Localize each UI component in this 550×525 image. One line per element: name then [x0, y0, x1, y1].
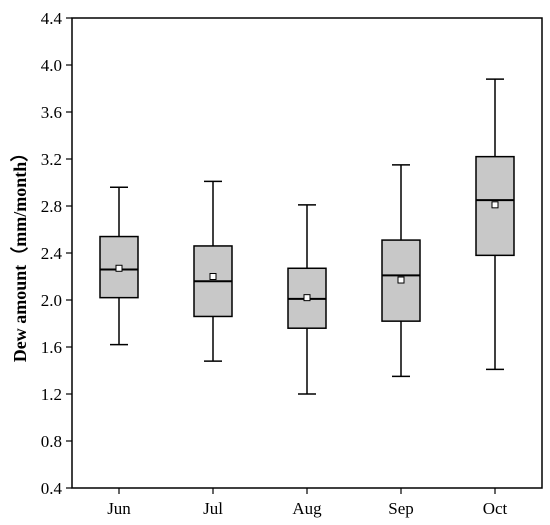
y-tick-label: 1.6	[41, 338, 62, 357]
y-tick-label: 0.8	[41, 432, 62, 451]
y-tick-label: 4.4	[41, 9, 63, 28]
x-tick-label: Jul	[203, 499, 223, 518]
x-tick-label: Sep	[388, 499, 414, 518]
x-tick-label: Aug	[292, 499, 322, 518]
y-axis-ticks: 0.4 0.8 1.2 1.6 2.0 2.4 2.8 3.2 3.6 4.0 4.4	[41, 9, 72, 498]
y-tick-label: 2.8	[41, 197, 62, 216]
y-tick-label: 3.6	[41, 103, 62, 122]
y-tick-label: 2.4	[41, 244, 63, 263]
x-tick-label: Oct	[483, 499, 508, 518]
y-tick-label: 1.2	[41, 385, 62, 404]
box-jun	[99, 186, 139, 346]
y-tick-label: 3.2	[41, 150, 62, 169]
box-sep	[381, 164, 421, 378]
y-tick-label: 2.0	[41, 291, 62, 310]
boxes-layer	[99, 78, 515, 395]
mean-marker	[209, 273, 217, 280]
x-tick-label: Jun	[107, 499, 131, 518]
y-tick-label: 4.0	[41, 56, 62, 75]
box-jul	[193, 180, 233, 362]
mean-marker	[491, 201, 499, 209]
mean-marker	[397, 276, 405, 284]
box-oct	[475, 78, 515, 371]
plot-frame	[71, 17, 543, 489]
mean-marker	[115, 264, 123, 272]
y-tick-label: 0.4	[41, 479, 63, 498]
mean-marker	[303, 294, 311, 302]
x-axis-ticks: Jun Jul Aug Sep Oct	[107, 488, 508, 518]
y-axis-title: Dew amount（mm/month）	[10, 144, 30, 363]
box-aug	[287, 204, 327, 395]
